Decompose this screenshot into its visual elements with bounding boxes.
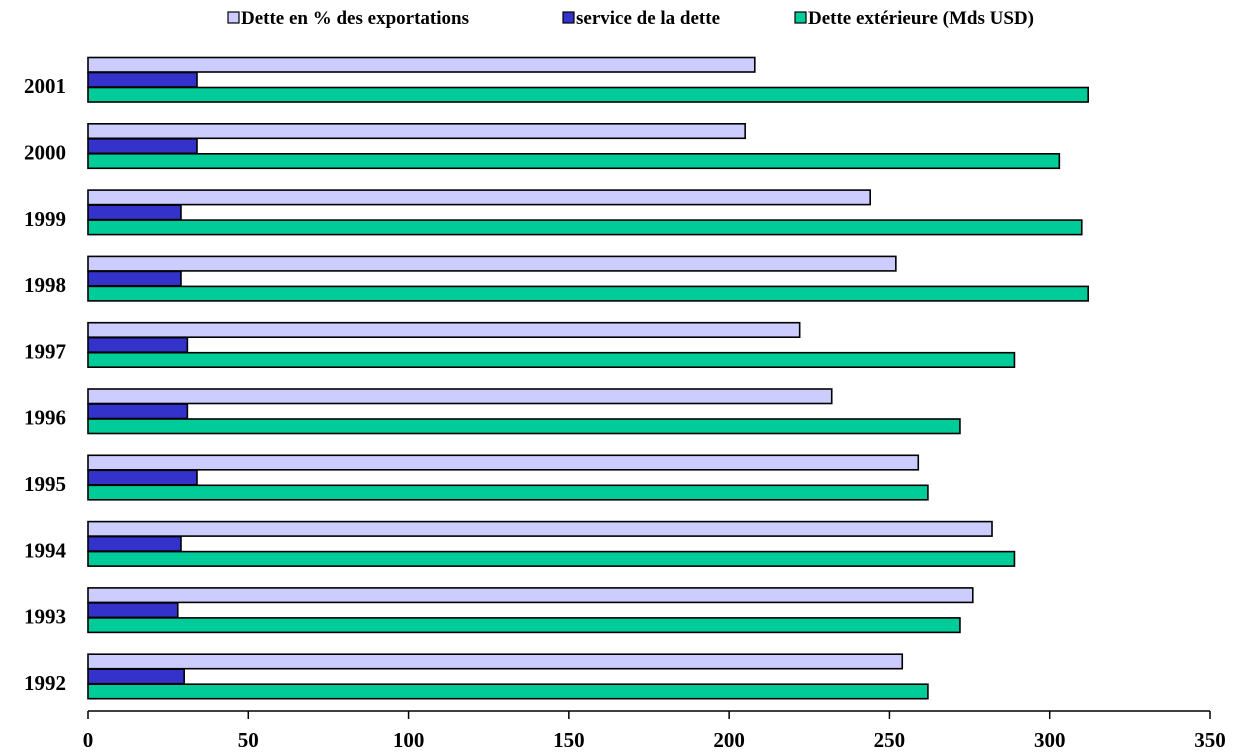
bar-1998-series-3	[87, 285, 1089, 302]
bar-1998-series-2	[87, 270, 182, 287]
bar-1995-series-3	[87, 484, 929, 501]
x-tick-label: 300	[1034, 728, 1066, 752]
x-tick-label: 100	[393, 728, 425, 752]
bar-1997-series-2	[87, 336, 189, 354]
bar-1996-series-1	[87, 388, 833, 405]
category-label: 2000	[24, 140, 66, 164]
x-tick-label: 0	[83, 728, 94, 752]
bar-1994-series-3	[87, 550, 1016, 567]
bar-1996-series-3	[87, 418, 961, 435]
category-label: 1998	[24, 273, 66, 297]
x-tick-label: 200	[713, 728, 745, 752]
bar-1994-series-1	[87, 520, 993, 537]
category-label: 1999	[24, 207, 66, 231]
bar-2001-series-3	[87, 86, 1089, 103]
category-label: 1993	[24, 605, 66, 629]
axes-group: 1992199319941995199619971998199920002001…	[24, 74, 1226, 752]
x-tick-label: 150	[553, 728, 585, 752]
bar-1992-series-2	[87, 668, 185, 685]
bar-1995-series-1	[87, 454, 920, 471]
category-label: 2001	[24, 74, 66, 98]
bar-1993-series-3	[87, 617, 961, 634]
x-tick-label: 350	[1194, 728, 1226, 752]
legend: Dette en % des exportations service de la…	[227, 8, 1034, 29]
legend-label-series-1: Dette en % des exportations	[241, 8, 469, 29]
category-label: 1995	[24, 472, 66, 496]
legend-swatch-series-1	[227, 11, 240, 24]
bar-1992-series-1	[87, 653, 904, 670]
bar-1997-series-1	[87, 321, 801, 339]
x-tick-label: 50	[238, 728, 259, 752]
bar-1992-series-3	[87, 683, 929, 700]
bar-2000-series-3	[87, 153, 1061, 170]
bar-2001-series-2	[87, 71, 198, 88]
bar-2001-series-1	[87, 56, 756, 73]
category-label: 1996	[24, 406, 66, 430]
bars-group	[87, 56, 1089, 700]
x-tick-label: 250	[874, 728, 906, 752]
category-label: 1994	[24, 538, 67, 562]
legend-label-series-2: service de la dette	[576, 8, 720, 29]
bar-1999-series-2	[87, 204, 182, 221]
bar-1997-series-3	[87, 351, 1016, 369]
legend-swatch-series-3	[794, 11, 807, 24]
bar-1996-series-2	[87, 403, 189, 420]
category-label: 1992	[24, 671, 66, 695]
bar-1995-series-2	[87, 469, 198, 486]
bar-2000-series-1	[87, 123, 746, 140]
bar-1998-series-1	[87, 255, 897, 272]
bar-1993-series-2	[87, 602, 179, 619]
bar-1999-series-1	[87, 189, 871, 206]
bar-1999-series-3	[87, 219, 1083, 236]
legend-label-series-3: Dette extérieure (Mds USD)	[808, 8, 1034, 29]
category-label: 1997	[24, 339, 66, 363]
legend-swatch-series-2	[562, 11, 575, 24]
bar-1993-series-1	[87, 587, 974, 604]
bar-2000-series-2	[87, 138, 198, 155]
bar-1994-series-2	[87, 535, 182, 552]
